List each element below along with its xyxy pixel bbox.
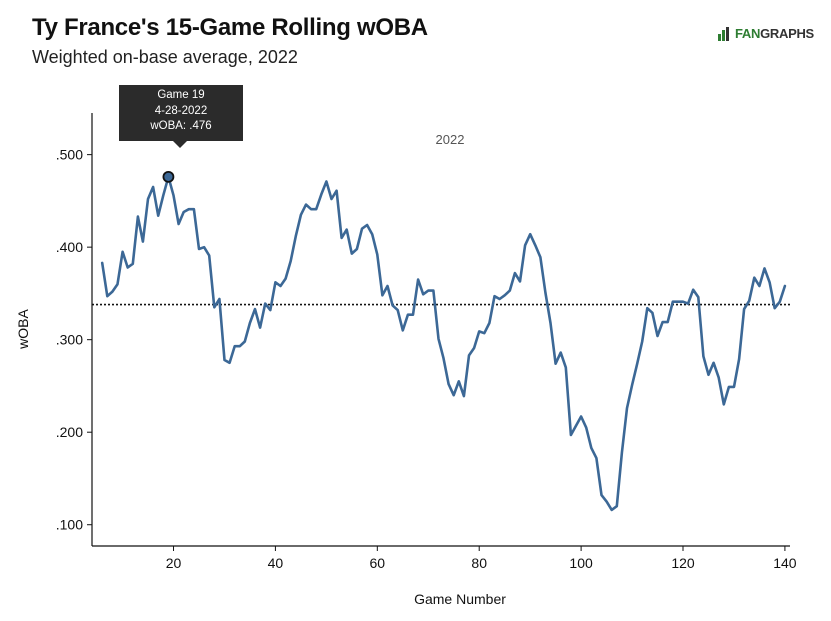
y-tick-label: .300 xyxy=(56,332,83,348)
y-axis-label: wOBA xyxy=(15,309,31,350)
year-annotation: 2022 xyxy=(436,132,465,147)
woba-series-line xyxy=(100,175,787,512)
x-tick-label: 140 xyxy=(773,555,797,571)
fangraphs-logo-icon xyxy=(718,26,729,41)
y-tick-label: .500 xyxy=(56,147,83,163)
fangraphs-logo-text: FANGRAPHS xyxy=(735,26,814,41)
axis-ticks: .100 .200 .300 .400 .500 20 40 60 80 100 120 140 xyxy=(56,147,797,571)
chart-subtitle: Weighted on-base average, 2022 xyxy=(32,47,298,67)
x-tick-label: 120 xyxy=(671,555,695,571)
chart-axes xyxy=(91,113,790,547)
highlighted-data-point[interactable] xyxy=(162,170,175,183)
tooltip-pointer xyxy=(173,141,187,148)
x-tick-label: 80 xyxy=(471,555,487,571)
tooltip-date: 4-28-2022 xyxy=(154,104,208,117)
x-axis-label: Game Number xyxy=(414,591,506,607)
y-tick-label: .100 xyxy=(56,517,83,533)
tooltip-woba: wOBA: .476 xyxy=(150,120,212,132)
y-tick-label: .400 xyxy=(56,239,83,255)
data-point-tooltip: Game 19 4-28-2022 wOBA: .476 xyxy=(119,85,243,141)
fangraphs-logo: FANGRAPHS xyxy=(718,26,814,41)
y-tick-label: .200 xyxy=(56,424,83,440)
chart-title: Ty France's 15-Game Rolling wOBA xyxy=(32,14,428,41)
x-tick-label: 60 xyxy=(370,555,386,571)
x-tick-label: 100 xyxy=(569,555,593,571)
x-tick-label: 20 xyxy=(166,555,182,571)
x-tick-label: 40 xyxy=(268,555,284,571)
tooltip-game: Game 19 xyxy=(157,89,205,101)
